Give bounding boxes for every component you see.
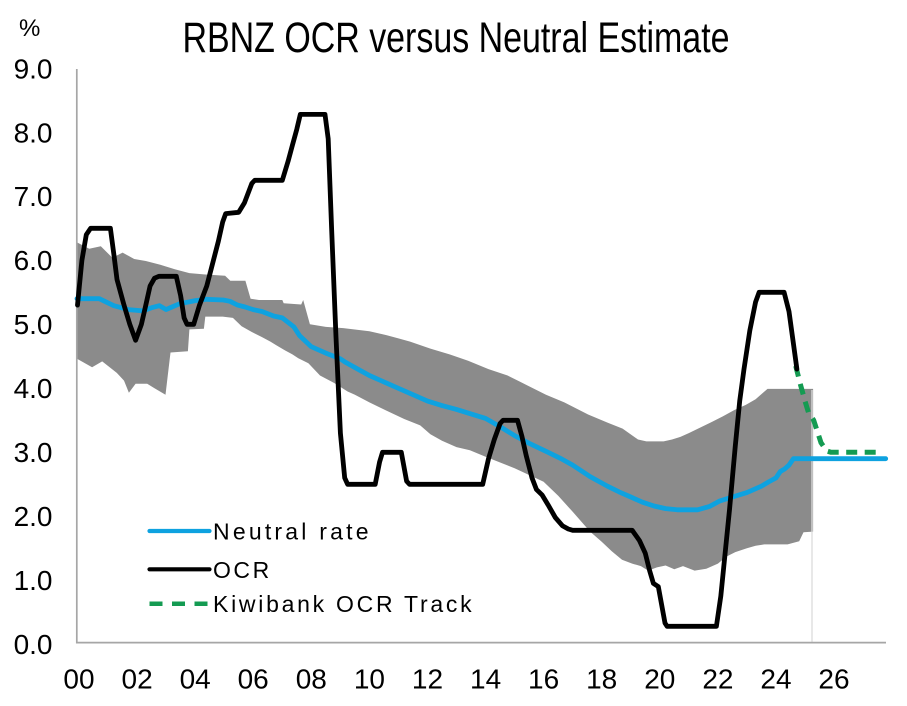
svg-text:12: 12: [412, 664, 443, 695]
svg-text:4.0: 4.0: [14, 373, 53, 404]
svg-text:RBNZ OCR versus Neutral Estima: RBNZ OCR versus Neutral Estimate: [183, 14, 730, 62]
svg-text:Kiwibank OCR Track: Kiwibank OCR Track: [213, 591, 472, 617]
svg-text:6.0: 6.0: [14, 245, 53, 276]
svg-text:7.0: 7.0: [14, 181, 53, 212]
svg-text:0.0: 0.0: [14, 629, 53, 660]
svg-text:04: 04: [180, 664, 211, 695]
svg-text:%: %: [19, 15, 40, 42]
svg-text:3.0: 3.0: [14, 437, 53, 468]
svg-text:10: 10: [354, 664, 385, 695]
svg-text:08: 08: [296, 664, 327, 695]
svg-text:20: 20: [644, 664, 675, 695]
svg-text:24: 24: [760, 664, 791, 695]
svg-text:2.0: 2.0: [14, 501, 53, 532]
svg-text:26: 26: [818, 664, 849, 695]
svg-text:22: 22: [702, 664, 733, 695]
svg-text:18: 18: [586, 664, 617, 695]
svg-text:5.0: 5.0: [14, 309, 53, 340]
svg-text:16: 16: [528, 664, 559, 695]
svg-text:Neutral rate: Neutral rate: [213, 519, 369, 545]
svg-text:OCR: OCR: [213, 557, 269, 583]
svg-text:06: 06: [238, 664, 269, 695]
svg-text:8.0: 8.0: [14, 117, 53, 148]
svg-text:9.0: 9.0: [14, 53, 53, 84]
svg-text:1.0: 1.0: [14, 565, 53, 596]
svg-text:02: 02: [122, 664, 153, 695]
svg-text:14: 14: [470, 664, 501, 695]
svg-text:00: 00: [63, 664, 94, 695]
